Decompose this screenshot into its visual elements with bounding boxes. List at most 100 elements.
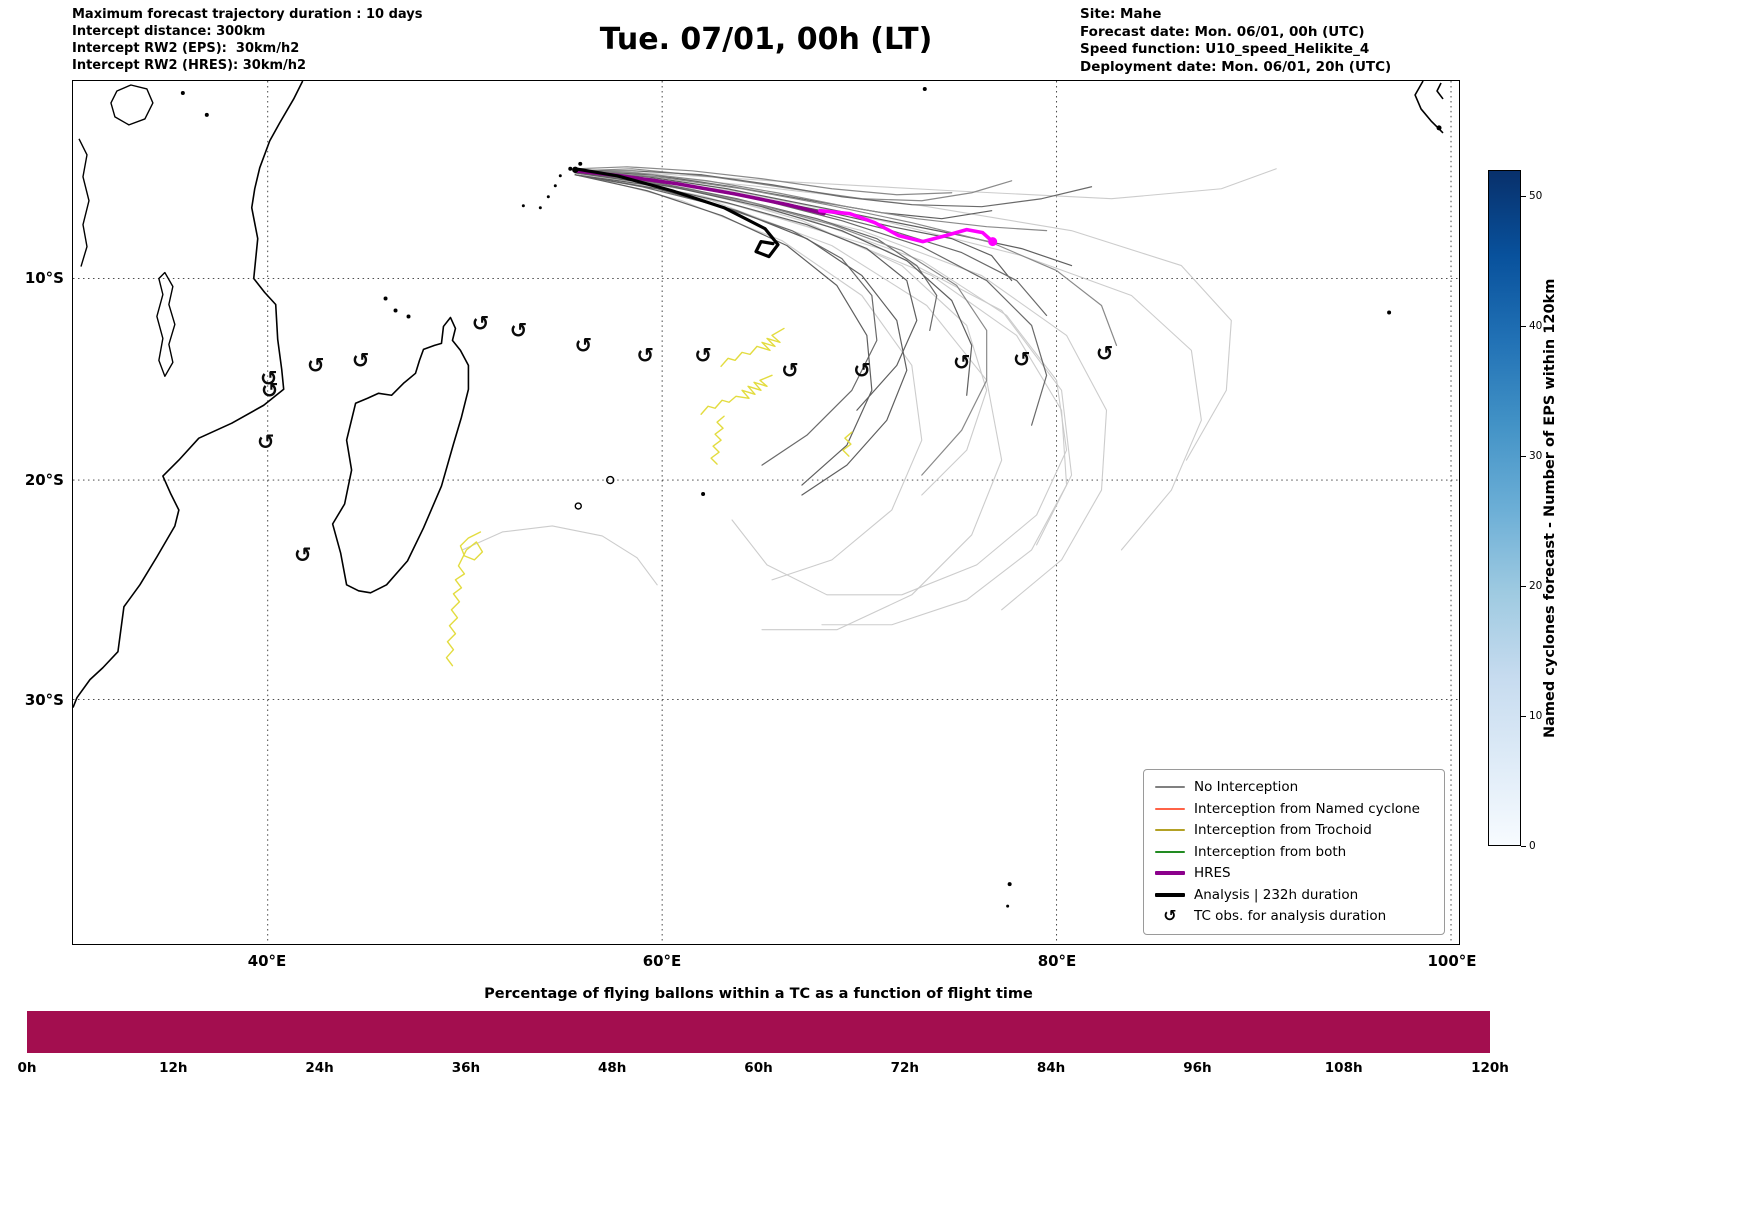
legend-line-sample — [1152, 850, 1188, 853]
lon-tick-label: 80°E — [1037, 952, 1077, 970]
trajectory-line — [574, 172, 1068, 596]
colorbar-tick-label: 10 — [1529, 710, 1543, 722]
lake-victoria — [110, 84, 154, 126]
tc-obs-icon: ↺ — [307, 353, 325, 377]
map-svg: ↺ ↺↺ ↺ ↺↺ ↺ ↺ ↺ ↺↺↺↺↺↺↺ — [73, 81, 1459, 944]
legend-item-label: TC obs. for analysis duration — [1194, 908, 1387, 925]
lat-tick-label: 10°S — [24, 269, 64, 287]
legend-item: Analysis | 232h duration — [1152, 884, 1434, 906]
map-legend: No Interception Interception from Named c… — [1143, 768, 1445, 935]
grid-layer — [73, 81, 1459, 944]
trajectory-line — [574, 172, 973, 396]
bottom-tick-label: 24h — [305, 1060, 334, 1076]
header-left-block: Maximum forecast trajectory duration : 1… — [72, 6, 423, 74]
header-right-line: Forecast date: Mon. 06/01, 00h (UTC) — [1080, 23, 1365, 40]
trajectory-line — [574, 170, 1093, 208]
colorbar-tick-label: 0 — [1529, 840, 1536, 852]
legend-line-sample — [1152, 807, 1188, 810]
trajectory-line — [574, 174, 878, 466]
map-panel: ↺ ↺ ↺ ↺ ↺ ↺ ↺ ↺ ↺ ↺ ↺ ↺ ↺ ↺ ↺ ↺ No Interception Intercep… — [72, 80, 1460, 945]
bottom-tick-label: 12h — [159, 1060, 188, 1076]
legend-line-sample — [1152, 892, 1188, 897]
legend-item-label: No Interception — [1194, 779, 1299, 796]
tc-obs-icon: ↺ — [510, 318, 528, 342]
header-right-block: Site: Mahe Forecast date: Mon. 06/01, 00h… — [1080, 6, 1391, 76]
bottom-tick-label: 48h — [597, 1060, 627, 1076]
tc-obs-icon: ↺ — [781, 358, 799, 382]
trajectory-line — [574, 168, 1277, 200]
bottom-tick-label: 84h — [1036, 1060, 1066, 1076]
lake-malawi — [156, 271, 176, 378]
colorbar-tick — [1521, 456, 1526, 458]
bottom-tick-label: 120h — [1471, 1060, 1509, 1076]
coastline-corner-fragment — [1436, 82, 1444, 100]
colorbar-tick-label: 40 — [1529, 320, 1543, 332]
header-right-line: Deployment date: Mon. 06/01, 20h (UTC) — [1080, 58, 1392, 75]
legend-item: Interception from Named cyclone — [1152, 798, 1434, 820]
legend-item-label: Interception from both — [1194, 843, 1347, 860]
coastlines — [73, 81, 1444, 908]
trajectory-line — [574, 170, 1118, 346]
coastline-africa — [73, 81, 304, 708]
colorbar-label: Named cyclones forecast - Number of EPS … — [1542, 278, 1558, 738]
colorbar-tick-label: 20 — [1529, 580, 1543, 592]
tc-obs-icon: ↺ — [636, 343, 654, 367]
page-title: Tue. 07/01, 00h (LT) — [599, 22, 933, 57]
tc-percentage-bar — [27, 1011, 1490, 1053]
trajectory-line — [574, 174, 873, 486]
trajectory-line — [574, 166, 953, 196]
end-dot — [988, 237, 998, 247]
legend-item-label: HRES — [1194, 865, 1231, 882]
lat-tick-label: 20°S — [24, 471, 64, 489]
legend-item: Interception from both — [1152, 841, 1434, 863]
legend-item-label: Interception from Trochoid — [1194, 822, 1372, 839]
legend-item: Interception from Trochoid — [1152, 820, 1434, 842]
lon-tick-label: 60°E — [642, 952, 682, 970]
legend-item: No Interception — [1152, 777, 1434, 799]
tc-obs-icon: ↺ — [953, 350, 971, 374]
header-left-line: Intercept RW2 (EPS): 30km/h2 — [72, 41, 300, 56]
trajectory-line — [574, 174, 908, 496]
header-right-line: Speed function: U10_speed_Helikite_4 — [1080, 41, 1370, 57]
lake-tanganyika — [78, 138, 90, 267]
coastline-madagascar — [331, 316, 470, 594]
lon-tick-label: 40°E — [247, 952, 287, 970]
bottom-tick-label: 96h — [1183, 1060, 1212, 1076]
tc-obs-icon: ↺ — [294, 543, 312, 567]
lon-tick-label: 100°E — [1427, 952, 1477, 970]
trajectory-line — [574, 172, 938, 332]
header-left-line: Intercept distance: 300km — [72, 24, 266, 39]
trajectory-line — [574, 170, 1048, 232]
trajectory-line — [461, 525, 658, 586]
legend-line-sample — [1152, 871, 1188, 876]
tc-marker-layer: ↺ ↺↺ ↺ ↺↺ ↺ ↺ ↺ ↺↺↺↺↺↺↺ — [257, 311, 1113, 566]
trajectory-line — [818, 208, 995, 244]
header-left-line: Maximum forecast trajectory duration : 1… — [72, 7, 423, 22]
bottom-tick-label: 108h — [1324, 1060, 1363, 1076]
tc-obs-icon: ↺ — [260, 366, 278, 390]
trajectory-line — [445, 531, 484, 667]
legend-item: HRES — [1152, 863, 1434, 885]
colorbar-tick — [1521, 846, 1526, 848]
trajectory-line — [574, 168, 1232, 461]
coastline-sumatra — [1414, 81, 1444, 134]
trajectory-line — [720, 327, 785, 368]
tc-obs-icon: ↺ — [853, 358, 871, 382]
legend-line-sample — [1152, 786, 1188, 789]
legend-item-label: Analysis | 232h duration — [1194, 886, 1359, 903]
legend-line-sample — [1152, 829, 1188, 832]
tc-obs-icon: ↺ — [1096, 341, 1114, 365]
bottom-chart-axes — [27, 1011, 1490, 1053]
header-right-line: Site: Mahe — [1080, 6, 1162, 22]
trajectory-line — [842, 431, 853, 457]
colorbar-tick-label: 30 — [1529, 450, 1543, 462]
colorbar — [1488, 170, 1521, 846]
bottom-tick-label: 60h — [744, 1060, 773, 1076]
trajectory-line — [574, 170, 1202, 551]
colorbar-tick — [1521, 586, 1526, 588]
tc-obs-icon: ↺ — [472, 311, 490, 335]
bottom-tick-label: 72h — [890, 1060, 919, 1076]
trajectory-line — [573, 167, 780, 259]
colorbar-tick — [1521, 326, 1526, 328]
tc-obs-icon: ↺ — [257, 430, 275, 454]
